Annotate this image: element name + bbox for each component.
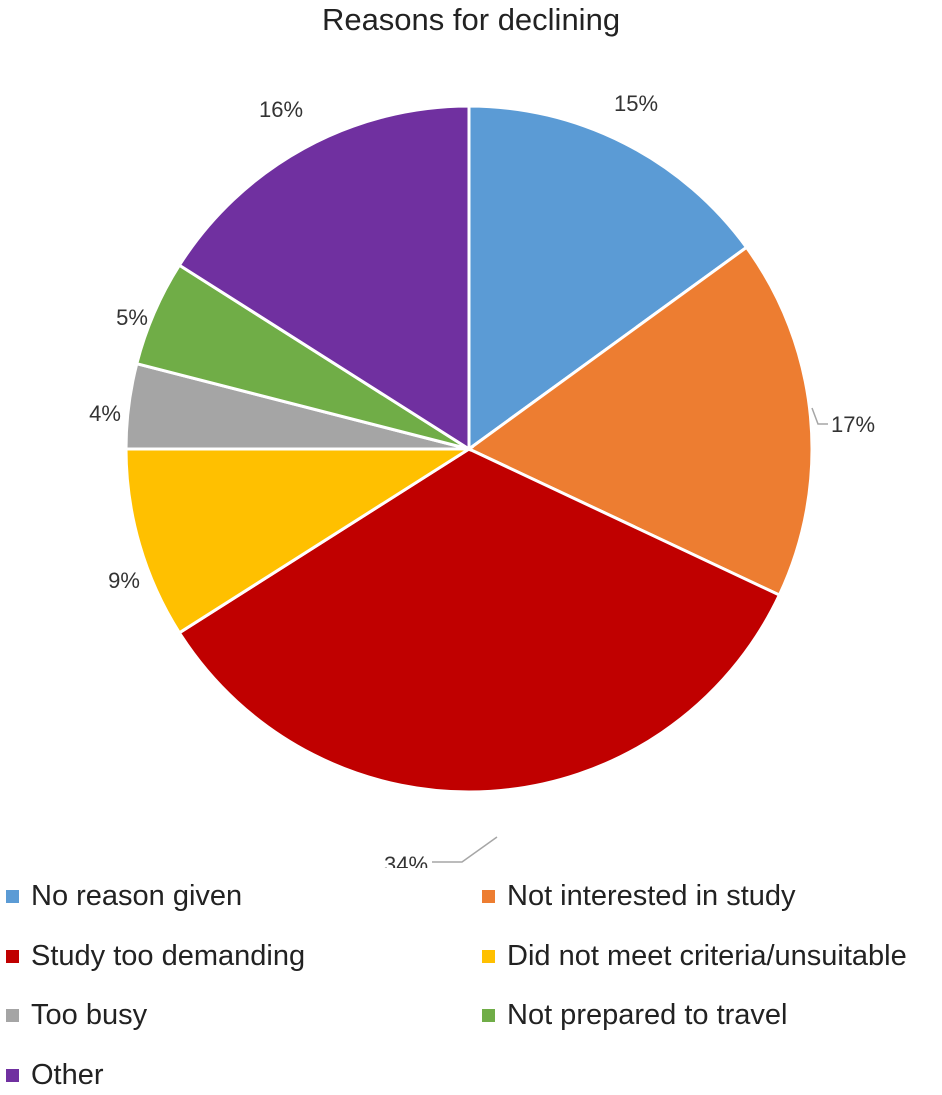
data-labels: 15% 17% 34% 9% 4% 5% 16%: [89, 91, 875, 868]
legend-swatch: [6, 949, 19, 963]
legend-item-no-reason-given: No reason given: [6, 876, 242, 916]
pie-slice-other: [177, 104, 471, 452]
pie-slice-did-not-meet-criteria-unsuitable: [124, 447, 475, 635]
data-label-not-interested-in-study: 17%: [831, 412, 875, 437]
legend-label: Too busy: [31, 998, 148, 1031]
data-label-other: 16%: [259, 97, 303, 122]
legend-item-too-busy: Too busy: [6, 995, 147, 1035]
data-label-no-reason-given: 15%: [614, 91, 658, 116]
legend-label: Other: [31, 1058, 104, 1091]
legend-swatch: [6, 889, 19, 903]
legend-swatch: [6, 1008, 19, 1022]
legend-label: Not prepared to travel: [507, 998, 788, 1031]
legend-swatch: [482, 1008, 495, 1022]
legend-swatch: [482, 889, 495, 903]
legend: No reason given Not interested in study St…: [0, 868, 942, 1091]
data-label-did-not-meet-criteria-unsuitable: 9%: [108, 568, 140, 593]
pie-slice-no-reason-given: [467, 104, 749, 452]
legend-swatch: [482, 949, 495, 963]
data-label-too-busy: 4%: [89, 401, 121, 426]
legend-swatch: [6, 1068, 19, 1082]
pie-slices: [124, 104, 814, 794]
legend-item-not-interested-in-study: Not interested in study: [482, 876, 796, 916]
pie-slice-not-interested-in-study: [466, 245, 814, 598]
data-label-study-too-demanding: 34%: [384, 852, 428, 868]
legend-item-did-not-meet-criteria-unsuitable: Did not meet criteria/unsuitable: [482, 936, 907, 976]
legend-item-study-too-demanding: Study too demanding: [6, 936, 305, 976]
leader-line-not-interested-in-study: [811, 407, 828, 425]
leader-lines: [432, 407, 828, 863]
legend-label: Study too demanding: [31, 939, 306, 972]
legend-item-not-prepared-to-travel: Not prepared to travel: [482, 995, 787, 1035]
pie-slice-study-too-demanding: [177, 447, 782, 794]
chart-title: Reasons for declining: [321, 2, 621, 37]
legend-label: Did not meet criteria/unsuitable: [507, 939, 907, 972]
legend-label: Not interested in study: [507, 879, 796, 912]
pie-chart: 15% 17% 34% 9% 4% 5% 16%: [89, 91, 875, 868]
legend-label: No reason given: [31, 879, 243, 912]
legend-item-other: Other: [6, 1055, 104, 1095]
leader-line-study-too-demanding: [432, 836, 498, 863]
data-label-not-prepared-to-travel: 5%: [116, 305, 148, 330]
